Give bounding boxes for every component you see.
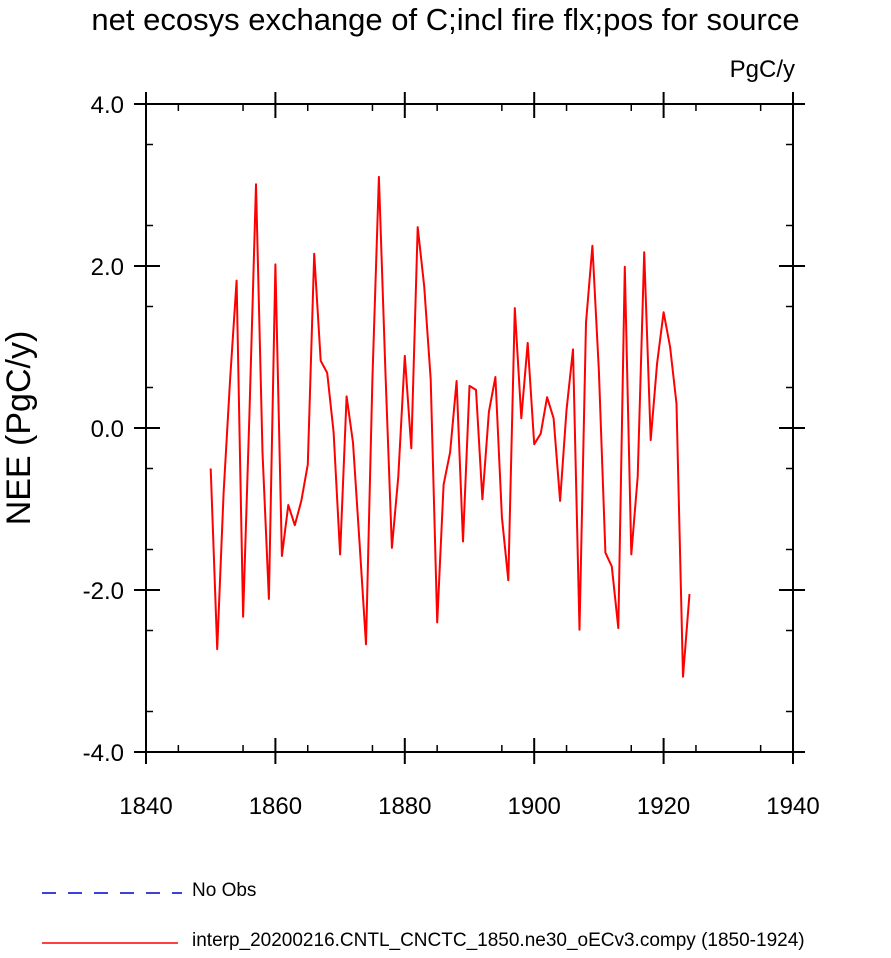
y-axis-label: NEE (PgC/y) [0, 331, 38, 526]
plot-frame [145, 103, 794, 753]
legend-item-model: interp_20200216.CNTL_CNCTC_1850.ne30_oEC… [40, 928, 890, 958]
legend-item-no-obs: No Obs [40, 878, 890, 908]
y-tick-label: 0.0 [91, 416, 124, 443]
x-tick-label: 1860 [249, 793, 302, 820]
line-chart: 1840 1860 1880 1900 1920 1940 4.0 2.0 0.0 -2.0 -4.… [0, 92, 820, 820]
chart-title: net ecosys exchange of C;incl fire flx;p… [91, 2, 800, 37]
y-tick-label: -4.0 [83, 740, 124, 767]
series-line [209, 175, 691, 678]
y-tick-label: -2.0 [83, 578, 124, 605]
legend-swatch-dashed [42, 892, 182, 894]
legend-label-no-obs: No Obs [192, 880, 257, 901]
x-tick-label: 1940 [766, 793, 819, 820]
legend-label-model: interp_20200216.CNTL_CNCTC_1850.ne30_oEC… [192, 930, 805, 951]
units-label: PgC/y [729, 56, 795, 83]
y-tick-label: 4.0 [91, 92, 124, 119]
x-tick-label: 1840 [119, 793, 172, 820]
x-tick-label: 1920 [637, 793, 690, 820]
legend-swatch-solid [42, 942, 178, 944]
x-tick-label: 1880 [378, 793, 431, 820]
y-tick-label: 2.0 [91, 254, 124, 281]
x-tick-label: 1900 [508, 793, 561, 820]
